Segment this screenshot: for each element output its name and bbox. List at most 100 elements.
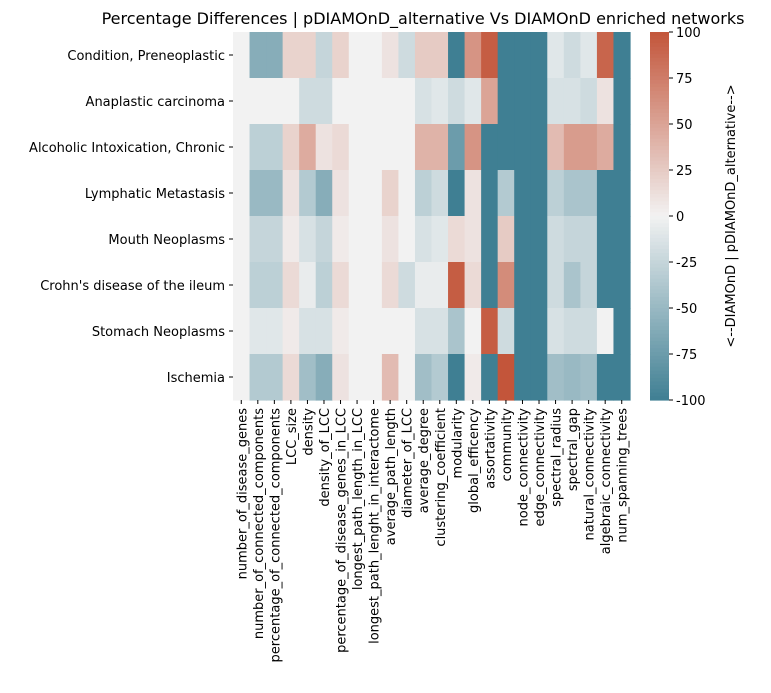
heatmap-cell (580, 78, 598, 125)
heatmap-cell (282, 354, 300, 401)
heatmap-cell (431, 124, 449, 171)
heatmap-cell (514, 262, 532, 309)
colorbar-segment (650, 204, 669, 210)
colorbar-segment (650, 271, 669, 276)
colorbar-segment (650, 238, 669, 243)
colorbar-segment (650, 65, 669, 70)
heatmap-cell (580, 262, 598, 309)
colorbar-segment (650, 363, 669, 368)
heatmap-cell (563, 308, 581, 355)
heatmap-cell (563, 354, 581, 401)
column-label: node_connectivity (516, 408, 531, 527)
colorbar-segment (650, 374, 669, 379)
colorbar-segment (650, 381, 669, 386)
heatmap-cell (348, 78, 366, 125)
colorbar-segment (650, 337, 669, 342)
heatmap-cell (299, 262, 317, 309)
colorbar-segment (650, 39, 669, 44)
colorbar-segment (650, 201, 669, 206)
heatmap-cell (315, 78, 333, 125)
heatmap-cell (530, 170, 548, 217)
column-label: spectral_radius (550, 408, 565, 507)
colorbar-segment (650, 241, 669, 247)
heatmap-cell (497, 216, 515, 263)
heatmap-cell (481, 170, 499, 217)
column-label: density_of_LCC (318, 408, 333, 507)
colorbar-label: <--DIAMOnD | pDIAMOnD_alternative--> (724, 84, 739, 347)
heatmap-cell (481, 308, 499, 355)
colorbar-segment (650, 304, 669, 309)
heatmap-cell (547, 124, 565, 171)
heatmap-cell (266, 262, 284, 309)
column-label: number_of_disease_genes (235, 408, 250, 580)
colorbar-tick-label: 75 (676, 72, 693, 87)
heatmap-cell (464, 262, 482, 309)
colorbar-segment (650, 260, 669, 265)
colorbar-segment (650, 43, 669, 48)
heatmap-cell (332, 170, 350, 217)
column-label: modularity (450, 408, 465, 479)
column-label: edge_connectivity (533, 408, 548, 527)
colorbar-segment (650, 72, 669, 77)
heatmap-cell (266, 124, 284, 171)
heatmap-cell (282, 216, 300, 263)
heatmap-cell (398, 216, 416, 263)
column-label: num_spanning_trees (616, 408, 631, 543)
colorbar-segment (650, 149, 669, 155)
heatmap-cell (282, 78, 300, 125)
heatmap-cell (580, 32, 598, 79)
heatmap-cell (596, 32, 615, 79)
heatmap-cell (332, 78, 350, 125)
colorbar-segment (650, 120, 669, 125)
heatmap-cell (497, 170, 515, 217)
colorbar-segment (650, 227, 669, 232)
heatmap-cell (613, 124, 631, 171)
heatmap-cell (233, 308, 251, 355)
colorbar-segment (650, 160, 669, 166)
heatmap-cell (448, 124, 466, 171)
column-label: LCC_size (285, 408, 300, 465)
heatmap-cell (332, 308, 350, 355)
heatmap-cell (464, 170, 482, 217)
column-label: community (500, 408, 515, 482)
colorbar-segment (650, 109, 669, 114)
colorbar-tick-label: -100 (676, 394, 706, 409)
heatmap-cell (596, 216, 615, 263)
heatmap-cell (514, 78, 532, 125)
heatmap-cell (613, 308, 631, 355)
heatmap-cell (249, 170, 267, 217)
heatmap-cell (332, 124, 350, 171)
heatmap-cell (613, 216, 631, 263)
heatmap-cell (448, 308, 466, 355)
heatmap-cell (348, 124, 366, 171)
heatmap-cell (381, 124, 400, 171)
heatmap-cell (514, 216, 532, 263)
colorbar-segment (650, 186, 669, 191)
heatmap-cell (381, 216, 400, 263)
heatmap-cell (381, 308, 400, 355)
row-label: Alcoholic Intoxication, Chronic (29, 141, 225, 156)
heatmap-cell (365, 124, 383, 171)
heatmap-cell (282, 32, 300, 79)
heatmap-cell (414, 216, 433, 263)
column-label: number_of_connected_components (252, 408, 267, 639)
heatmap-cell (481, 262, 499, 309)
row-label: Crohn's disease of the ileum (40, 279, 225, 294)
colorbar-segment (650, 197, 669, 202)
heatmap-cell (414, 170, 433, 217)
heatmap-cell (580, 170, 598, 217)
heatmap-cell (398, 32, 416, 79)
colorbar-tick-label: 100 (676, 26, 701, 41)
column-label: percentage_of_connected_components (268, 408, 283, 663)
heatmap-cell (530, 78, 548, 125)
heatmap-cell (547, 308, 565, 355)
chart-title: Percentage Differences | pDIAMOnD_altern… (102, 9, 745, 29)
heatmap-cell (414, 124, 433, 171)
row-labels: Condition, Preneoplastic Anaplastic carci… (29, 49, 233, 386)
colorbar-segment (650, 83, 669, 88)
colorbar-segment (650, 135, 669, 140)
heatmap-cell (563, 78, 581, 125)
heatmap-cell (348, 170, 366, 217)
heatmap-cell (464, 124, 482, 171)
heatmap-cell (497, 78, 515, 125)
